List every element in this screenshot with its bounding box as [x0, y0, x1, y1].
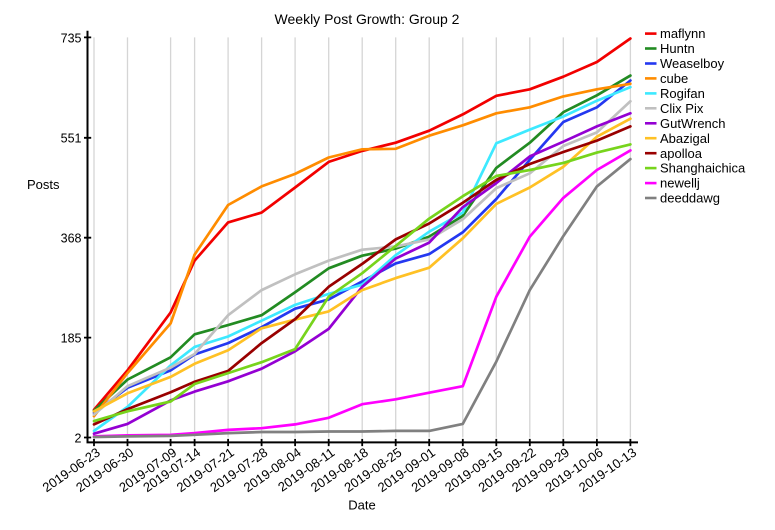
svg-text:Abazigal: Abazigal	[660, 131, 710, 146]
svg-text:185: 185	[61, 332, 82, 346]
svg-text:Rogifan: Rogifan	[660, 86, 705, 101]
svg-text:cube: cube	[660, 71, 688, 86]
svg-text:apolloa: apolloa	[660, 146, 703, 161]
svg-text:Huntn: Huntn	[660, 41, 695, 56]
svg-text:Clix Pix: Clix Pix	[660, 101, 704, 116]
svg-text:2: 2	[75, 431, 82, 445]
svg-text:368: 368	[61, 232, 82, 246]
svg-text:735: 735	[61, 31, 82, 45]
svg-text:GutWrench: GutWrench	[660, 116, 726, 131]
svg-text:Weekly Post Growth: Group 2: Weekly Post Growth: Group 2	[275, 11, 460, 27]
svg-text:Posts: Posts	[27, 177, 60, 192]
svg-text:deeddawg: deeddawg	[660, 191, 720, 206]
svg-text:Date: Date	[348, 498, 375, 513]
svg-text:Weaselboy: Weaselboy	[660, 56, 725, 71]
svg-text:maflynn: maflynn	[660, 26, 706, 41]
svg-text:Shanghaichica: Shanghaichica	[660, 161, 746, 176]
svg-text:551: 551	[61, 132, 82, 146]
svg-text:newellj: newellj	[660, 176, 700, 191]
